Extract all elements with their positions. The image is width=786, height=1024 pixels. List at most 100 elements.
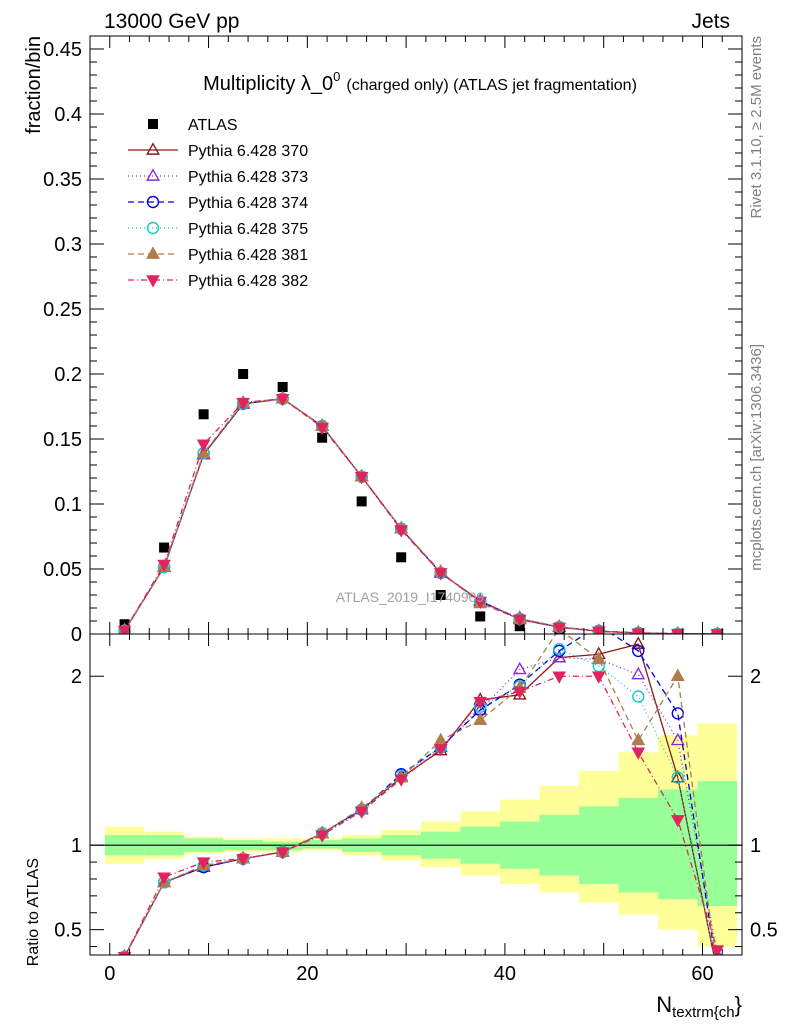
ratio-point <box>275 847 290 860</box>
data-point <box>236 397 250 411</box>
legend-marker <box>146 246 160 259</box>
legend-entry: ATLAS <box>148 117 238 134</box>
ratio-plot-frame <box>89 633 743 956</box>
mcplots-reference-label: mcplots.cern.ch [arXiv:1306.3436] <box>748 344 765 571</box>
series-6 <box>117 393 725 634</box>
y-tick-label: 0 <box>71 624 82 646</box>
ratio-series-5 <box>117 671 725 955</box>
legend-marker <box>146 142 160 155</box>
energy-label: 13000 GeV pp <box>104 10 239 33</box>
data-point <box>275 393 290 407</box>
ratio-point <box>315 830 329 843</box>
legend-marker <box>146 168 160 181</box>
ratio-point <box>157 872 171 885</box>
ratio-point <box>591 671 606 684</box>
data-point <box>591 626 606 634</box>
data-point <box>198 409 209 420</box>
legend-marker <box>146 195 160 209</box>
main-y-axis-label: fraction/bin <box>23 36 45 134</box>
plot-title-text: Multiplicity λ_0 <box>203 73 333 95</box>
y-tick-label: 0.3 <box>54 234 82 256</box>
main-series-group <box>117 369 725 634</box>
axes-group: 0 20 40 6000.050.10.150.20.250.30.350.40.45… <box>43 35 778 985</box>
stat-uncertainty-band <box>697 780 738 907</box>
ratio-line <box>124 675 718 955</box>
data-point <box>512 614 527 627</box>
data-point <box>433 568 448 581</box>
x-tick-label: 20 <box>296 963 318 985</box>
data-point <box>435 590 446 600</box>
legend-label: Pythia 6.428 374 <box>188 195 308 212</box>
category-label: Jets <box>691 10 730 33</box>
ratio-point <box>196 857 211 870</box>
ratio-point <box>512 661 527 675</box>
ratio-point <box>354 806 369 819</box>
ratio-point <box>710 945 725 955</box>
legend-label: ATLAS <box>188 117 238 134</box>
analysis-watermark: ATLAS_2019_I1740909 <box>336 589 485 605</box>
ratio-point <box>552 649 567 663</box>
x-axis-label-suffix: } <box>735 992 742 1017</box>
data-point <box>552 622 567 634</box>
ratio-line <box>124 643 715 955</box>
ratio-point <box>121 948 128 955</box>
data-point <box>356 496 367 507</box>
ratio-point <box>473 696 488 710</box>
data-point <box>317 432 328 443</box>
legend-entry: Pythia 6.428 375 <box>128 221 308 238</box>
ratio-point <box>512 686 527 700</box>
y-tick-label: 0.05 <box>43 559 82 581</box>
legend-label: Pythia 6.428 382 <box>188 273 308 290</box>
x-tick-label: 40 <box>494 963 516 985</box>
legend: ATLAS Pythia 6.428 370 Pythia 6.428 373 Pyt… <box>128 117 308 290</box>
plot-title-superscript: 0 <box>333 69 340 84</box>
ratio-y-tick-label: 1 <box>750 835 761 857</box>
stat-uncertainty-band <box>302 840 342 849</box>
ratio-point <box>473 712 488 725</box>
ratio-point <box>670 815 685 828</box>
x-axis-label-subscript: textrm{ch <box>672 1004 735 1021</box>
legend-marker <box>148 119 158 129</box>
plot-title: Multiplicity λ_00 (charged only) (ATLAS j… <box>203 69 637 95</box>
ratio-point <box>670 769 685 783</box>
data-point <box>475 611 486 622</box>
ratio-point <box>433 744 448 757</box>
y-tick-label: 0.25 <box>43 299 82 321</box>
legend-label: Pythia 6.428 375 <box>188 221 308 238</box>
x-axis-label-main: N <box>656 992 672 1017</box>
ratio-point <box>117 951 132 955</box>
data-point <box>117 625 132 634</box>
ratio-y-tick-label: 0.5 <box>750 920 778 942</box>
data-point <box>157 559 171 573</box>
ratio-point <box>631 636 646 649</box>
x-tick-label: 60 <box>691 963 713 985</box>
y-tick-label: 0.4 <box>54 104 82 126</box>
y-tick-label: 0.1 <box>54 494 82 516</box>
legend-label: Pythia 6.428 373 <box>188 169 308 186</box>
ratio-y-tick-label: 2 <box>750 666 761 688</box>
legend-marker <box>146 221 160 235</box>
legend-entry: Pythia 6.428 382 <box>128 273 308 290</box>
ratio-y-tick-label: 2 <box>71 666 82 688</box>
rivet-version-label: Rivet 3.1.10, ≥ 2.5M events <box>748 36 765 219</box>
y-tick-label: 0.35 <box>43 169 82 191</box>
data-point <box>670 629 685 634</box>
y-tick-label: 0.45 <box>43 39 82 61</box>
data-point <box>631 628 646 634</box>
ratio-point <box>670 732 685 746</box>
legend-label: Pythia 6.428 381 <box>188 247 308 264</box>
ratio-series-group <box>117 634 725 955</box>
data-point <box>159 542 170 553</box>
ratio-uncertainty-bands <box>90 723 742 947</box>
ratio-y-tick-label: 1 <box>71 835 82 857</box>
ratio-point <box>552 671 567 684</box>
x-tick-label: 0 <box>104 963 115 985</box>
x-axis-label: Ntextrm{ch} <box>656 992 742 1021</box>
data-point <box>196 439 211 452</box>
data-point <box>354 471 369 485</box>
data-point <box>277 382 288 392</box>
ratio-point <box>632 644 645 658</box>
data-point <box>315 422 329 435</box>
legend-entry: Pythia 6.428 373 <box>128 168 308 186</box>
